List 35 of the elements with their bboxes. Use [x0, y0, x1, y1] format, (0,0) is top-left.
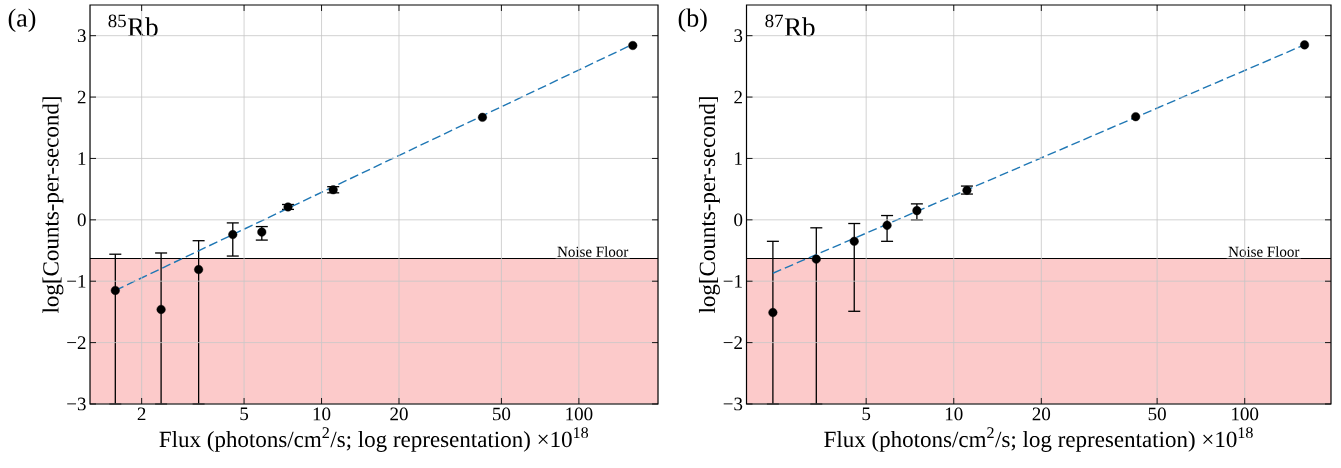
x-tick-label: 5: [862, 407, 871, 421]
y-tick-label: −3: [67, 397, 86, 411]
y-tick-label: 3: [734, 29, 743, 43]
ref-line-label: Noise Floor: [557, 246, 629, 257]
x-tick-label: 100: [1232, 407, 1259, 421]
chart-title: (b): [678, 8, 707, 33]
x-tick-label: 10: [313, 407, 331, 421]
y-tick-label: −2: [723, 336, 742, 349]
chart-title: (a): [8, 8, 36, 33]
x-tick-label: 10: [945, 407, 963, 421]
ref-line-label: Noise Floor: [1228, 246, 1300, 257]
x-tick-label: 50: [1148, 407, 1166, 421]
x-tick-label: 20: [390, 407, 408, 421]
annotation: $^{85}$Rb: [108, 14, 158, 37]
y-tick-label: 1: [735, 152, 742, 165]
y-tick-label: −1: [723, 274, 742, 288]
x-tick-label: 100: [566, 407, 593, 421]
x-tick-label: 50: [493, 407, 511, 421]
y-tick-label: −2: [67, 336, 86, 349]
x-tick-label: 5: [240, 407, 249, 421]
y-tick-label: −3: [723, 397, 743, 411]
annotation: $^{87}$Rb: [765, 14, 815, 37]
y-tick-label: 1: [78, 152, 86, 165]
x-axis-title: Flux (photons/cm$^{2}$/s; log representation) ×10$^{18}$: [159, 427, 589, 452]
y-tick-label: 3: [77, 29, 86, 43]
y-tick-label: 2: [77, 90, 86, 104]
y-tick-label: 2: [734, 90, 742, 104]
x-tick-label: 20: [1032, 407, 1051, 421]
x-tick-label: 2: [137, 407, 146, 421]
y-tick-label: −1: [67, 274, 86, 288]
y-axis-title: log[Counts-per-second]: [698, 97, 720, 314]
y-tick-label: 0: [734, 213, 743, 227]
y-tick-label: 0: [77, 213, 86, 227]
x-axis-title: Flux (photons/cm$^{2}$/s; log representation) ×10$^{18}$: [824, 427, 1253, 452]
y-axis-title: log[Counts-per-second]: [42, 97, 64, 314]
